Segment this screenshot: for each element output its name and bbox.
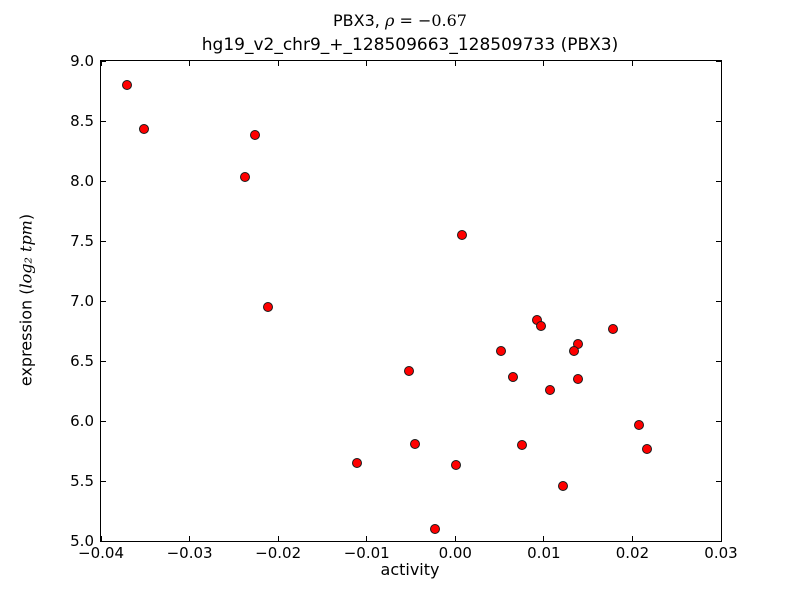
figure-title: PBX3, ρ = −0.67 [333,11,467,30]
y-tick-left-mark [101,240,106,242]
x-tick-top-mark [543,61,545,66]
y-tick-left-mark [101,60,106,62]
data-point [429,524,440,534]
y-tick-right-mark [716,180,721,182]
y-tick-label: 5.0 [70,532,94,550]
data-point [410,438,421,449]
data-point [263,302,274,312]
data-point [536,321,547,332]
y-tick-left-mark [101,360,106,362]
y-tick-label: 6.5 [70,352,94,370]
y-tick-label: 5.5 [70,472,94,490]
data-point [139,124,150,135]
y-tick-left-mark [101,120,106,122]
plot-area [100,60,722,542]
rho-value: = −0.67 [394,11,467,30]
y-tick-right-mark [716,300,721,302]
y-axis-label: expression (log₂ tpm) [17,214,36,386]
y-tick-label: 7.0 [70,292,94,310]
y-tick-label: 8.0 [70,172,94,190]
x-tick-bottom-mark [366,536,368,541]
data-point [457,230,468,240]
x-tick-top-mark [189,61,191,66]
x-tick-bottom-mark [277,536,279,541]
figure-title-text: PBX3, [333,11,385,30]
y-tick-left-mark [101,180,106,182]
x-tick-top-mark [366,61,368,66]
x-tick-top-mark [720,61,722,66]
rho-symbol: ρ [384,11,395,30]
x-tick-top-mark [631,61,633,66]
y-axis-label-suffix: ) [16,213,36,221]
data-point [633,419,644,430]
y-tick-right-mark [716,420,721,422]
x-tick-bottom-mark [720,536,722,541]
x-tick-bottom-mark [543,536,545,541]
data-point [351,458,362,468]
y-tick-label: 6.0 [70,412,94,430]
y-tick-right-mark [716,360,721,362]
y-tick-left-mark [101,300,106,302]
y-axis-label-text: expression ( [16,288,36,387]
y-tick-right-mark [716,60,721,62]
y-tick-label: 8.5 [70,112,94,130]
data-point [250,130,261,141]
y-tick-left-mark [101,420,106,422]
data-point [568,346,579,357]
data-point [545,384,556,395]
x-axis-label: activity [380,560,440,579]
data-point [121,80,132,90]
x-tick-bottom-mark [454,536,456,541]
x-tick-bottom-mark [100,536,102,541]
data-point [642,443,653,454]
axes-title: hg19_v2_chr9_+_128509663_128509733 (PBX3… [201,35,619,55]
x-tick-top-mark [277,61,279,66]
x-tick-label: 0.00 [438,544,472,562]
x-tick-top-mark [454,61,456,66]
data-point [240,172,251,183]
x-tick-label: −0.02 [255,544,302,562]
data-point [404,365,415,376]
y-tick-right-mark [716,540,721,542]
y-tick-right-mark [716,120,721,122]
data-point [516,440,527,450]
y-axis-label-math: log₂ tpm [16,220,36,289]
x-tick-label: 0.01 [527,544,561,562]
y-tick-left-mark [101,540,106,542]
y-tick-label: 9.0 [70,52,94,70]
x-tick-label: −0.03 [166,544,213,562]
y-tick-right-mark [716,480,721,482]
x-tick-top-mark [100,61,102,66]
y-tick-label: 7.5 [70,232,94,250]
x-tick-label: 0.02 [615,544,650,562]
y-tick-left-mark [101,480,106,482]
data-point [558,480,569,491]
data-point [607,323,618,334]
data-point [496,346,507,357]
x-tick-bottom-mark [189,536,191,541]
x-tick-label: −0.04 [78,544,124,562]
data-point [451,460,462,471]
x-tick-label: 0.03 [704,544,738,562]
data-point [573,374,584,384]
y-tick-right-mark [716,240,721,242]
x-tick-bottom-mark [631,536,633,541]
x-tick-label: −0.01 [343,544,390,562]
data-point [507,371,518,382]
